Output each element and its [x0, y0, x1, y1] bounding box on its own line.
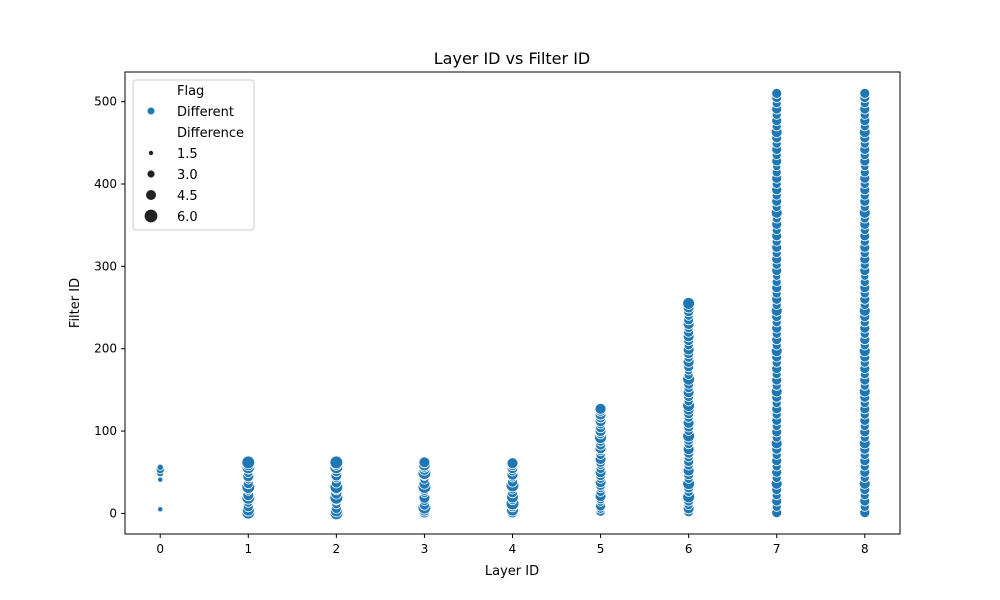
y-axis-ticks: 0 100 200 300 400 500	[94, 95, 125, 520]
data-point	[418, 456, 431, 469]
y-tick-label: 200	[94, 342, 117, 356]
x-tick-label: 1	[244, 542, 252, 556]
y-tick-label: 500	[94, 95, 117, 109]
x-tick-label: 7	[773, 542, 781, 556]
chart-title: Layer ID vs Filter ID	[434, 49, 590, 68]
legend-size-label: 1.5	[177, 147, 198, 162]
legend-size-entries: 1.5 3.0 4.5 6.0	[144, 147, 198, 225]
x-tick-label: 8	[861, 542, 869, 556]
legend-size-marker	[144, 209, 158, 223]
x-tick-label: 5	[597, 542, 605, 556]
legend-size-marker	[148, 150, 154, 156]
x-tick-label: 2	[333, 542, 341, 556]
legend-size-label: 6.0	[177, 210, 198, 225]
plot-frame	[124, 71, 901, 535]
legend-hue-title: Flag	[177, 84, 204, 99]
data-point	[771, 88, 783, 99]
y-tick-label: 400	[94, 177, 117, 191]
data-point	[157, 506, 164, 513]
data-point	[329, 455, 344, 470]
legend-size-label: 4.5	[177, 189, 198, 204]
y-tick-label: 0	[109, 506, 117, 520]
x-tick-label: 0	[156, 542, 164, 556]
data-point	[594, 402, 607, 415]
data-point	[682, 297, 695, 310]
data-point	[859, 88, 871, 99]
y-axis-label: Filter ID	[68, 278, 83, 328]
data-point	[157, 476, 164, 483]
data-point	[241, 455, 256, 470]
legend: Flag Different Difference 1.5 3.0 4.5 6.0	[132, 79, 255, 231]
legend-box	[132, 79, 255, 231]
legend-size-label: 3.0	[177, 168, 198, 183]
x-tick-label: 6	[685, 542, 693, 556]
y-tick-label: 100	[94, 424, 117, 438]
data-points	[155, 88, 871, 521]
legend-size-marker	[147, 170, 155, 178]
legend-marker-different	[147, 107, 155, 115]
legend-size-marker	[146, 190, 156, 200]
legend-size-title: Difference	[177, 126, 244, 141]
y-tick-label: 300	[94, 259, 117, 273]
x-axis-ticks: 0 1 2 3 4 5 6 7 8	[156, 534, 869, 556]
data-point	[156, 463, 164, 471]
data-point	[506, 457, 519, 470]
x-tick-label: 4	[509, 542, 517, 556]
x-axis-label: Layer ID	[485, 564, 539, 579]
legend-hue-label-different: Different	[177, 105, 234, 120]
x-tick-label: 3	[421, 542, 429, 556]
